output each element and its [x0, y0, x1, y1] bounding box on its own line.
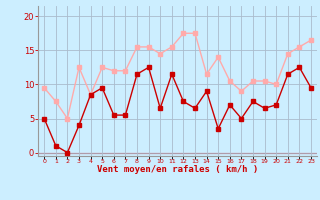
X-axis label: Vent moyen/en rafales ( km/h ): Vent moyen/en rafales ( km/h ) — [97, 165, 258, 174]
